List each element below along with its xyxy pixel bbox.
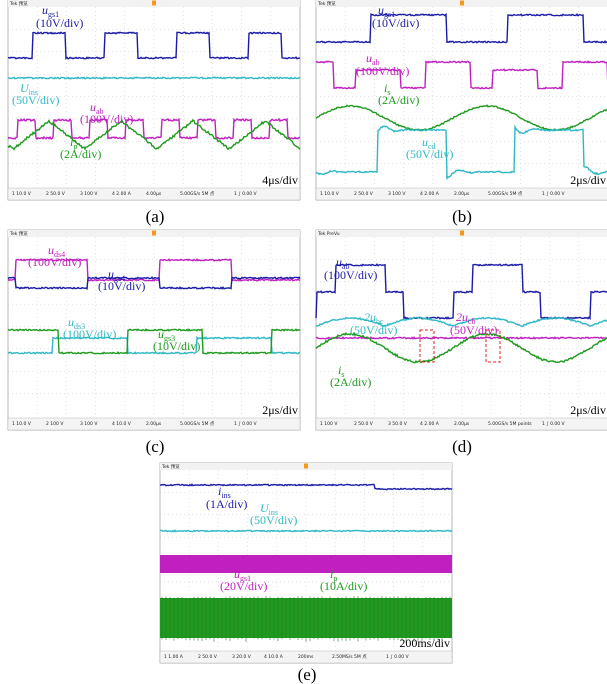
- scope-panel: Tek 预览 1 10.0 V 2 100 V 3 100 V 4 10.0 V 2.00…: [8, 230, 300, 430]
- status-text: 5.00GS/s 5M 点: [180, 191, 215, 197]
- trigger-marker: [152, 231, 156, 236]
- status-text: 3 100 V: [388, 191, 406, 197]
- status-text: 4 2.00 A: [420, 191, 440, 197]
- signal-scale: (2A/div): [378, 93, 419, 107]
- scope-brand: Tek 预览: [161, 463, 180, 470]
- trigger-marker: [304, 464, 308, 469]
- panel-caption: (c): [146, 437, 165, 456]
- waveform: [8, 77, 300, 78]
- panel-caption: (e): [298, 665, 317, 684]
- signal-scale: (100V/div): [80, 112, 133, 126]
- scope-brand: Tek 预览: [9, 0, 28, 7]
- status-text: 1 10.0 V: [320, 191, 340, 197]
- panel-caption: (d): [452, 437, 472, 456]
- status-text: 1 100 V: [320, 421, 338, 427]
- signal-scale: (1A/div): [206, 497, 247, 511]
- timebase: 2μs/div: [570, 403, 606, 417]
- signal-scale: (100V/div): [28, 255, 81, 269]
- trigger-marker: [460, 1, 464, 6]
- signal-scale: (10V/div): [98, 279, 145, 293]
- panel-caption: (b): [452, 207, 472, 226]
- scope-brand: Tek PreVu: [317, 231, 340, 237]
- signal-scale: (50V/div): [250, 513, 297, 527]
- status-text: 2.00μs: [146, 421, 162, 427]
- status-text: 2 50.0 V: [354, 191, 374, 197]
- timebase: 2μs/div: [262, 403, 298, 417]
- status-text: 5.00GS/s 5M points: [488, 421, 532, 427]
- timebase: 4μs/div: [262, 173, 298, 187]
- timebase: 200ms/div: [399, 636, 450, 650]
- status-text: 1 10.0 V: [12, 191, 32, 197]
- signal-scale: (2A/div): [330, 375, 371, 389]
- status-text: 1 10.0 V: [12, 421, 32, 427]
- status-text: 1 1.00 A: [164, 654, 184, 660]
- signal-scale: (2A/div): [60, 147, 101, 161]
- status-text: 3 20.0 V: [232, 654, 252, 660]
- trigger-marker: [152, 1, 156, 6]
- signal-scale: (50V/div): [406, 147, 453, 161]
- status-text: 2 100 V: [46, 421, 64, 427]
- status-text: 2.50MS/s 5M 点: [332, 654, 367, 660]
- signal-scale: (10V/div): [153, 339, 200, 353]
- status-text: 2 50.0 V: [198, 654, 218, 660]
- status-text: 2 50.0 V: [46, 191, 66, 197]
- signal-scale: (10V/div): [372, 16, 419, 30]
- status-text: 2.00μs: [454, 421, 470, 427]
- status-text: 1 ∫ 0.00 V: [234, 191, 258, 197]
- status-text: 4 2.00 A: [112, 191, 132, 197]
- scope-brand: Tek 预览: [9, 230, 28, 237]
- status-text: 1 ∫ 0.00 V: [542, 191, 566, 197]
- signal-scale: (10V/div): [36, 16, 83, 30]
- status-text: 4.00μs: [146, 191, 162, 197]
- waveform-band: [160, 555, 452, 573]
- scope-panel: Tek PreVu 1 100 V 2 50.0 V 3 50.0 V 4 2.00 A…: [316, 230, 607, 430]
- scope-frame: [316, 0, 607, 200]
- signal-scale: (20V/div): [220, 579, 267, 593]
- trigger-marker: [460, 231, 464, 236]
- scope-panel: Tek 预览 1 10.0 V 2 50.0 V 3 100 V 4 2.00 A 4.0…: [8, 0, 300, 200]
- status-text: 1 ∫ 0.00 V: [386, 654, 410, 660]
- signal-scale: (50V/div): [12, 93, 59, 107]
- scope-panel: Tek 预览 1 1.00 A 2 50.0 V 3 20.0 V 4 10.0 A 20…: [160, 463, 452, 663]
- signal-scale: (100V/div): [324, 268, 377, 282]
- status-text: 4 10.0 V: [112, 421, 132, 427]
- status-text: 4 2.00 A: [420, 421, 440, 427]
- scope-panel: Tek 预览 1 10.0 V 2 50.0 V 3 100 V 4 2.00 A 2.0…: [316, 0, 607, 200]
- status-text: 3 100 V: [80, 421, 98, 427]
- timebase: 2μs/div: [570, 173, 606, 187]
- status-text: 2.00μs: [454, 191, 470, 197]
- signal-scale: (50V/div): [450, 323, 497, 337]
- status-text: 1 ∫ 0.00 V: [542, 421, 566, 427]
- signal-scale: (100V/div): [356, 64, 409, 78]
- signal-scale: (50V/div): [350, 323, 397, 337]
- figure: Tek 预览 1 10.0 V 2 50.0 V 3 100 V 4 2.00 A 4.0…: [0, 0, 607, 684]
- signal-symbol: 2u: [364, 310, 376, 324]
- status-text: 5.00GS/s 5M 点: [180, 421, 215, 427]
- signal-scale: (100V/div): [63, 327, 116, 341]
- signal-symbol: 2u: [456, 310, 468, 324]
- status-text: 5.00GS/s 5M 点: [488, 191, 523, 197]
- status-text: 2 50.0 V: [354, 421, 374, 427]
- scope-brand: Tek 预览: [317, 0, 336, 7]
- status-text: 200ms: [298, 654, 314, 660]
- status-text: 3 100 V: [80, 191, 98, 197]
- status-text: 3 50.0 V: [388, 421, 408, 427]
- status-text: 1 ∫ 0.00 V: [234, 421, 258, 427]
- panel-caption: (a): [146, 207, 165, 226]
- signal-scale: (10A/div): [320, 579, 367, 593]
- status-text: 4 10.0 A: [264, 654, 284, 660]
